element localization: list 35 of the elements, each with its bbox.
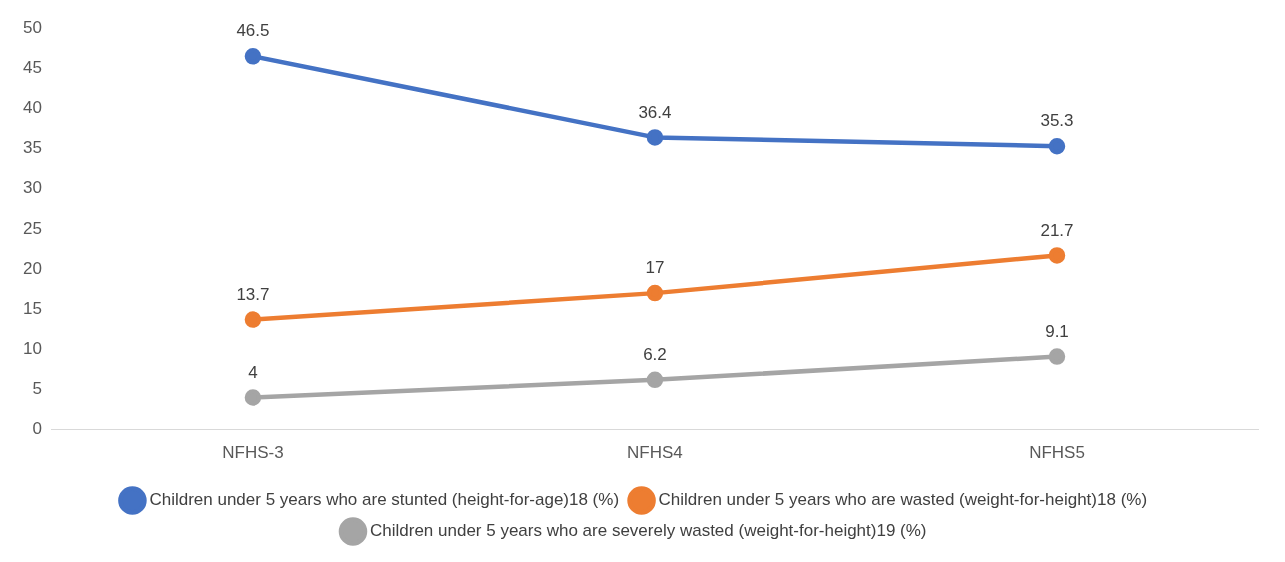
- point: [646, 371, 664, 389]
- data-label: 35.3: [1040, 111, 1074, 131]
- point: [646, 284, 664, 302]
- y-tick-label: 50: [22, 17, 42, 37]
- point: [1048, 137, 1066, 155]
- point: [244, 48, 262, 65]
- y-tick-label: 35: [22, 138, 42, 158]
- legend-label: Children under 5 years who are severely wasted (weight-for-height)19 (%): [369, 521, 927, 541]
- y-tick-label: 5: [32, 379, 42, 399]
- x-tick-label: NFHS5: [1029, 443, 1085, 463]
- y-tick-label: 25: [22, 218, 42, 238]
- data-label: 46.5: [236, 21, 270, 41]
- data-label: 13.7: [236, 284, 270, 304]
- y-tick-label: 15: [22, 298, 42, 318]
- point: [646, 129, 664, 146]
- y-tick-label: 30: [22, 178, 42, 198]
- data-label: 6.2: [643, 345, 667, 365]
- legend-label: Children under 5 years who are wasted (weight-for-height)18 (%): [658, 490, 1148, 510]
- y-tick-label: 20: [22, 258, 42, 278]
- data-label: 36.4: [638, 102, 672, 122]
- data-label: 21.7: [1040, 220, 1074, 240]
- point: [244, 311, 262, 328]
- y-tick-label: 40: [22, 98, 42, 118]
- y-tick-label: 45: [22, 58, 42, 78]
- y-tick-label: 10: [22, 339, 42, 359]
- x-tick-label: NFHS-3: [222, 443, 284, 463]
- point: [1048, 247, 1066, 264]
- point: [244, 389, 262, 406]
- point: [1048, 348, 1066, 365]
- data-label: 17: [645, 258, 665, 278]
- y-tick-label: 0: [32, 419, 42, 439]
- legend-label: Children under 5 years who are stunted (height-for-age)18 (%): [149, 490, 620, 510]
- data-label: 4: [248, 362, 258, 382]
- data-label: 9.1: [1045, 321, 1069, 341]
- x-tick-label: NFHS4: [627, 443, 683, 463]
